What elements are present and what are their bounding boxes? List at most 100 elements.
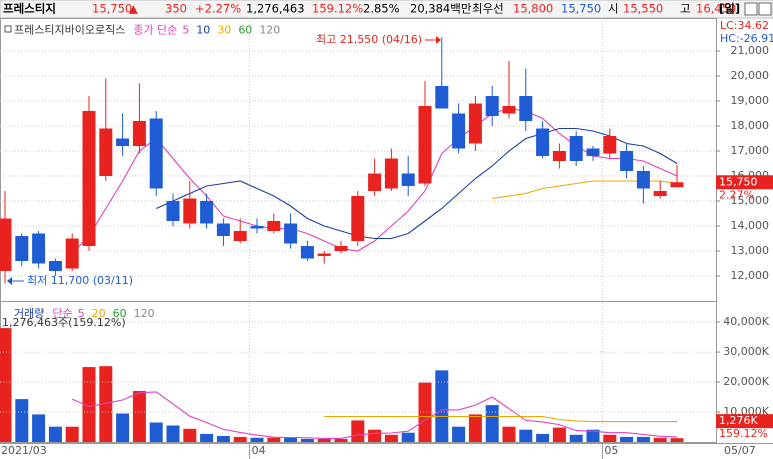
- candle-body: [435, 86, 449, 109]
- volume-bar: [485, 405, 499, 442]
- legend-entry: 60: [238, 24, 252, 37]
- last-price-label: 15,750: [719, 175, 758, 188]
- candle-body: [653, 191, 667, 196]
- candle-body: [519, 96, 533, 121]
- open: 15,550: [623, 2, 663, 16]
- header: 프레스티지 15,750 ▲ 350 +2.27% 1,276,463 159.…: [0, 0, 773, 19]
- candle-body: [233, 231, 247, 241]
- volume-bar: [636, 436, 650, 442]
- candle-body: [368, 173, 382, 191]
- candle-body: [536, 128, 550, 156]
- min-annotation: 최저 11,700 (03/11): [27, 274, 133, 287]
- legend-entry: 5: [182, 24, 189, 37]
- candle-body: [15, 236, 29, 261]
- arrow: ▲: [129, 2, 138, 16]
- volume-bar: [300, 439, 314, 442]
- volume-bar: [284, 437, 298, 442]
- volume-bar: [418, 382, 432, 442]
- volume-bar: [653, 437, 667, 442]
- candle-body: [166, 201, 180, 221]
- last-change-label: 159.12%: [719, 427, 768, 440]
- x-tick-label: 05: [604, 444, 618, 457]
- volume-bar: [620, 436, 634, 442]
- volume-bar: [200, 433, 214, 442]
- candle-body: [284, 223, 298, 244]
- volume-bar: [48, 426, 62, 442]
- max-arrow-head: [436, 36, 441, 44]
- legend-box: [4, 25, 12, 33]
- turnover: 2.85%: [363, 2, 400, 16]
- volume: 1,276,463: [246, 2, 305, 16]
- candle-body: [636, 171, 650, 189]
- volume-bar: [149, 422, 163, 442]
- volume-bar: [468, 414, 482, 442]
- volume-bar: [216, 436, 230, 442]
- legend-entry: 30: [217, 24, 231, 37]
- high-label: 고: [680, 2, 691, 16]
- volume-bar: [569, 434, 583, 442]
- volume-pct: 159.12%: [312, 2, 363, 16]
- legend-title: 거래량: [14, 307, 44, 320]
- change: 350: [165, 2, 187, 16]
- y-tick-label: 14,000: [731, 219, 770, 232]
- candle-body: [552, 151, 566, 161]
- y-tick-label: 12,000: [731, 269, 770, 282]
- candle-body: [418, 106, 432, 184]
- volume-bar: [82, 367, 96, 442]
- candle-body: [99, 128, 113, 176]
- candle-body: [317, 253, 331, 256]
- candle-body: [485, 96, 499, 116]
- restore-button[interactable]: [744, 2, 758, 16]
- stock-name: 프레스티지: [3, 2, 56, 16]
- right-label: HC:-26.91: [720, 32, 773, 45]
- legend-kind: 종가 단순: [133, 24, 177, 37]
- candle-body: [149, 118, 163, 189]
- candle-body: [0, 218, 12, 271]
- period[interactable]: [일]: [719, 2, 740, 16]
- y-tick-label: 18,000: [731, 119, 770, 132]
- candle-body: [267, 221, 281, 231]
- legend-kind: 단순: [52, 307, 72, 320]
- candle-body: [586, 148, 600, 156]
- y-tick-label: 30,000K: [723, 345, 769, 358]
- candle-body: [384, 158, 398, 189]
- best-label: 최우선: [472, 2, 504, 16]
- volume-bar: [15, 399, 29, 442]
- volume-bar: [317, 439, 331, 442]
- candle-body: [351, 196, 365, 241]
- volume-bar: [603, 434, 617, 442]
- ask: 15,800: [513, 2, 553, 16]
- volume-bar: [368, 429, 382, 442]
- volume-bar: [334, 439, 348, 442]
- candle-body: [48, 261, 62, 271]
- volume-bar: [99, 366, 113, 442]
- candle-body: [250, 226, 264, 229]
- y-tick-label: 20,000K: [723, 375, 769, 388]
- candle-body: [132, 121, 146, 146]
- volume-bar: [65, 426, 79, 442]
- x-last-label: 05/07: [724, 444, 756, 457]
- volume-bar: [267, 437, 281, 442]
- close-button[interactable]: [758, 2, 772, 16]
- price: 15,750: [92, 2, 132, 16]
- candle-body: [502, 106, 516, 114]
- volume-bar: [670, 438, 684, 442]
- open-label: 시: [608, 2, 619, 16]
- candle-body: [468, 103, 482, 144]
- min-arrow-head: [7, 277, 12, 285]
- candle-body: [334, 246, 348, 251]
- volume-bar: [32, 414, 46, 442]
- plot-layer: 2021/03 04 05 05/07 12,000 13,000 14,000 15,000…: [0, 18, 773, 459]
- candle-body: [569, 136, 583, 161]
- y-tick-label: 13,000: [731, 244, 770, 257]
- volume-bar: [132, 391, 146, 442]
- volume-bar: [0, 328, 12, 442]
- candle-body: [670, 182, 684, 188]
- legend-entry: 120: [259, 24, 280, 37]
- candle-body: [620, 151, 634, 171]
- volume-bar: [435, 370, 449, 442]
- change-pct: +2.27%: [195, 2, 241, 16]
- ma-line: [324, 415, 677, 423]
- volume-bar: [183, 428, 197, 442]
- ma-line: [155, 127, 678, 240]
